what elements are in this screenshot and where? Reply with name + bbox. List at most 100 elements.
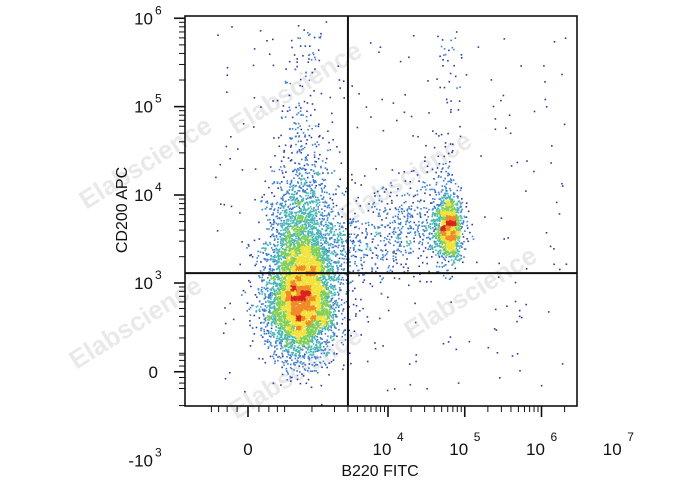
- event-dot: [320, 285, 322, 287]
- event-dot: [314, 297, 316, 299]
- event-dot: [266, 323, 269, 325]
- event-dot: [294, 294, 297, 297]
- event-dot: [278, 269, 281, 271]
- event-dot: [325, 354, 327, 357]
- event-dot: [301, 292, 303, 295]
- event-dot: [297, 311, 299, 313]
- event-dot: [319, 330, 321, 333]
- event-dot: [263, 269, 265, 271]
- event-dot: [305, 273, 307, 276]
- event-dot: [324, 251, 326, 254]
- event-dot: [318, 255, 321, 257]
- event-dot: [281, 347, 284, 349]
- event-dot: [261, 336, 264, 338]
- event-dot: [282, 291, 285, 294]
- event-dot: [288, 296, 291, 298]
- event-dot: [287, 301, 290, 303]
- event-dot: [274, 360, 276, 362]
- event-dot: [275, 342, 277, 344]
- event-dot: [317, 279, 320, 282]
- event-dot: [272, 320, 275, 322]
- event-dot: [270, 332, 272, 335]
- event-dot: [288, 310, 291, 312]
- event-dot: [312, 282, 315, 284]
- event-dot: [294, 361, 296, 364]
- event-dot: [325, 287, 327, 289]
- event-dot: [297, 317, 299, 320]
- event-dot: [277, 251, 280, 253]
- event-dot: [289, 299, 292, 301]
- event-dot: [275, 316, 277, 319]
- event-dot: [295, 281, 297, 283]
- event-dot: [291, 295, 293, 298]
- event-dot: [277, 330, 280, 332]
- event-dot: [316, 309, 319, 312]
- event-dot: [271, 282, 273, 285]
- event-dot: [292, 294, 294, 296]
- event-dot: [291, 315, 293, 317]
- event-dot: [307, 349, 309, 351]
- event-dot: [307, 339, 309, 341]
- event-dot: [264, 294, 266, 296]
- event-dot: [314, 250, 316, 252]
- event-dot: [301, 334, 304, 337]
- event-dot: [289, 262, 292, 265]
- event-dot: [304, 328, 306, 331]
- event-dot: [300, 313, 303, 316]
- event-dot: [267, 339, 269, 341]
- event-dot: [278, 333, 280, 335]
- event-dot: [329, 314, 332, 316]
- event-dot: [278, 337, 281, 340]
- event-dot: [278, 355, 281, 358]
- event-dot: [283, 300, 285, 303]
- event-dot: [278, 330, 281, 332]
- event-dot: [312, 306, 314, 308]
- event-dot: [317, 308, 320, 310]
- event-dot: [275, 293, 278, 295]
- event-dot: [298, 365, 301, 367]
- event-dot: [313, 365, 316, 367]
- event-dot: [333, 275, 335, 278]
- event-dot: [284, 290, 286, 292]
- event-dot: [316, 173, 318, 175]
- event-dot: [328, 285, 331, 287]
- event-dot: [332, 301, 334, 304]
- event-dot: [303, 282, 305, 284]
- event-dot: [325, 324, 327, 327]
- event-dot: [339, 289, 341, 291]
- event-dot: [306, 328, 309, 330]
- event-dot: [282, 308, 285, 311]
- event-dot: [274, 263, 276, 266]
- event-dot: [307, 332, 309, 335]
- event-dot: [328, 315, 330, 318]
- event-dot: [294, 357, 297, 360]
- event-dot: [321, 330, 324, 333]
- event-dot: [263, 333, 266, 335]
- event-dot: [308, 278, 311, 281]
- event-dot: [295, 306, 298, 308]
- event-dot: [303, 336, 306, 338]
- event-dot: [317, 313, 319, 316]
- event-dot: [301, 236, 304, 239]
- event-dot: [307, 378, 310, 381]
- event-dot: [279, 330, 282, 332]
- event-dot: [269, 344, 272, 346]
- event-dot: [284, 285, 287, 288]
- event-dot: [283, 345, 286, 348]
- event-dot: [279, 277, 281, 280]
- event-dot: [276, 273, 278, 275]
- event-dot: [285, 319, 287, 321]
- event-dot: [289, 307, 291, 310]
- event-dot: [324, 324, 326, 326]
- event-dot: [327, 335, 329, 338]
- event-dot: [297, 291, 299, 293]
- event-dot: [279, 293, 282, 296]
- event-dot: [325, 296, 328, 298]
- event-dot: [316, 304, 319, 306]
- event-dot: [314, 338, 317, 341]
- event-dot: [307, 322, 309, 324]
- event-dot: [284, 314, 287, 316]
- event-dot: [320, 338, 322, 340]
- event-dot: [264, 295, 267, 298]
- event-dot: [322, 278, 324, 281]
